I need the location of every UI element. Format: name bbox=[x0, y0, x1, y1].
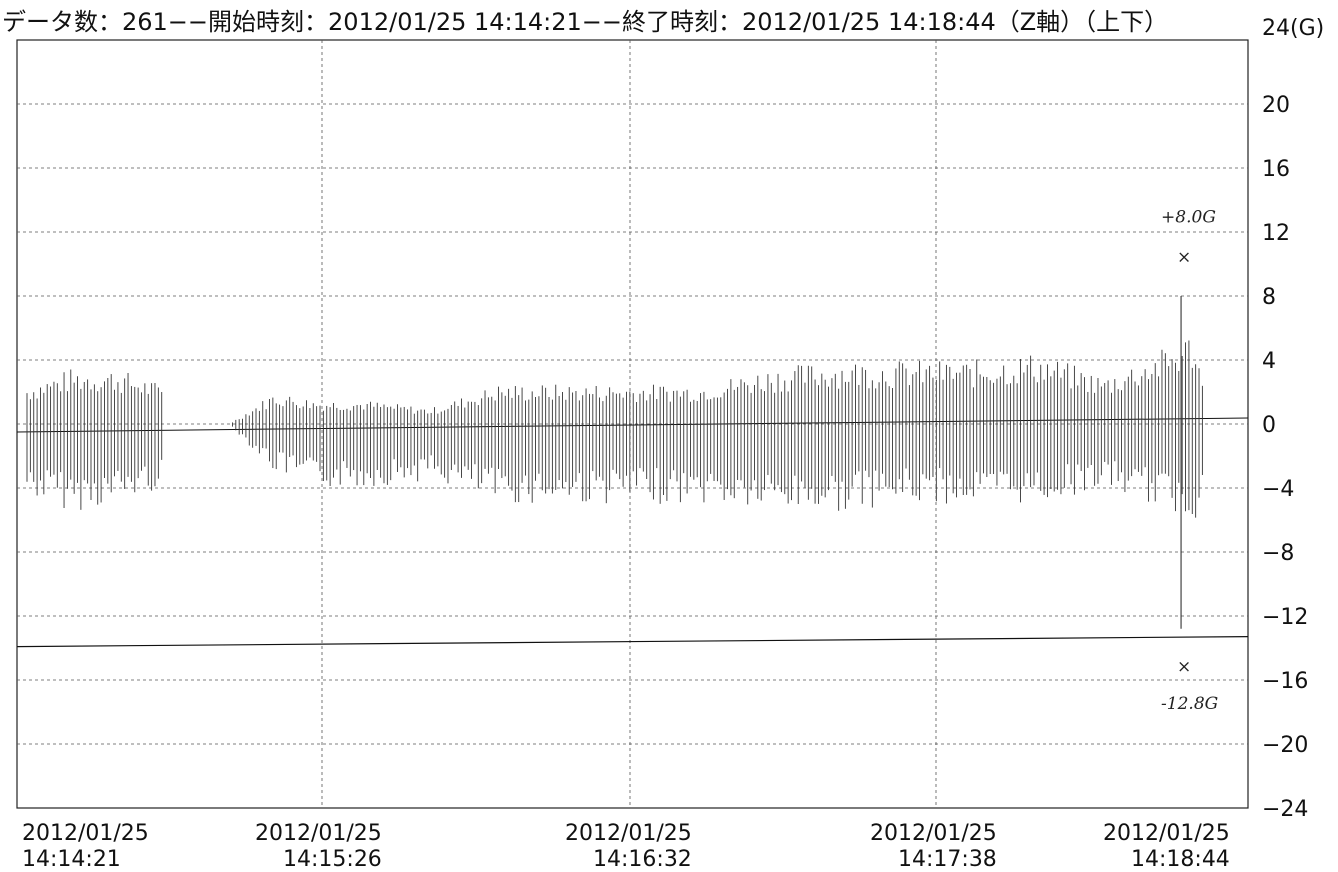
y-tick-label: −4 bbox=[1262, 477, 1294, 502]
annotations: × +8.0G × -12.8G bbox=[1161, 207, 1218, 713]
y-tick-label: 4 bbox=[1262, 349, 1276, 374]
x-tick-time: 14:17:38 bbox=[898, 847, 997, 872]
chart-title: データ数：261−−開始時刻：2012/01/25 14:14:21−−終了時刻… bbox=[2, 8, 1168, 36]
data-traces bbox=[26, 296, 1203, 629]
x-tick-date: 2012/01/25 bbox=[565, 821, 692, 846]
y-tick-label: 16 bbox=[1262, 157, 1290, 182]
x-tick-date: 2012/01/25 bbox=[870, 821, 997, 846]
y-tick-label: 20 bbox=[1262, 93, 1290, 118]
x-tick-time: 14:14:21 bbox=[22, 847, 121, 872]
y-tick-label: −24 bbox=[1262, 797, 1308, 822]
x-axis-ticks: 2012/01/2514:14:212012/01/2514:15:262012… bbox=[22, 821, 1230, 872]
y-tick-label: −20 bbox=[1262, 733, 1308, 758]
y-unit-label: 24(G) bbox=[1262, 16, 1324, 41]
y-tick-label: −8 bbox=[1262, 541, 1294, 566]
x-tick-time: 14:16:32 bbox=[593, 847, 692, 872]
annotation-label: -12.8G bbox=[1161, 694, 1218, 714]
annotation-marker: × bbox=[1177, 248, 1191, 268]
x-tick-date: 2012/01/25 bbox=[1103, 821, 1230, 846]
baseline bbox=[16, 417, 1249, 433]
grid-lines bbox=[16, 39, 1249, 809]
reference-line bbox=[16, 635, 1249, 648]
y-tick-label: 12 bbox=[1262, 221, 1290, 246]
y-tick-label: 0 bbox=[1262, 413, 1276, 438]
y-axis-ticks: 20 16 12 8 4 0 −4 −8 −12 −16 −20 −24 bbox=[1262, 93, 1308, 822]
x-tick-time: 14:15:26 bbox=[283, 847, 382, 872]
x-tick-date: 2012/01/25 bbox=[255, 821, 382, 846]
x-tick-time: 14:18:44 bbox=[1131, 847, 1230, 872]
x-tick-date: 2012/01/25 bbox=[22, 821, 149, 846]
y-tick-label: −12 bbox=[1262, 605, 1308, 630]
annotation-marker: × bbox=[1177, 657, 1191, 677]
annotation-label: +8.0G bbox=[1161, 207, 1216, 227]
y-tick-label: −16 bbox=[1262, 669, 1308, 694]
y-tick-label: 8 bbox=[1262, 285, 1276, 310]
